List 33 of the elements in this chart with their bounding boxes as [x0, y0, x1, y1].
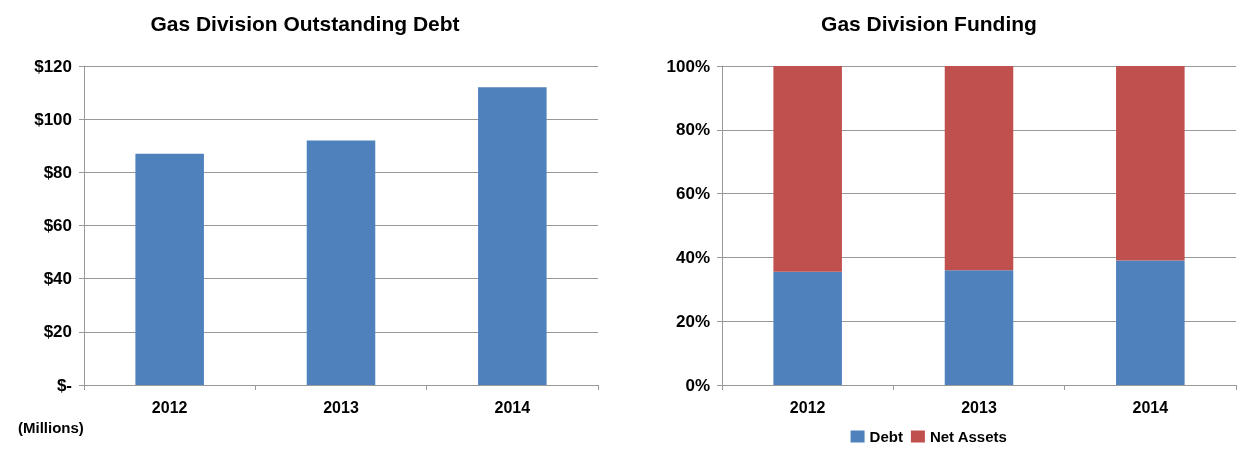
y-tick-label: $120 [34, 56, 72, 76]
x-tick-label: 2012 [789, 398, 826, 416]
x-tick-label: 2012 [151, 398, 188, 416]
text: (Millions) [18, 419, 84, 436]
bar [135, 153, 204, 385]
y-tick-label: $100 [34, 109, 72, 129]
x-tick-label: 2013 [961, 398, 997, 416]
bar [478, 87, 547, 385]
y-tick-label: 0% [685, 375, 710, 395]
x-tick-label: 2014 [494, 398, 531, 416]
y-tick-label: 60% [675, 184, 710, 204]
y-tick-label: $60 [43, 216, 72, 235]
bar [773, 66, 842, 272]
y-tick-label: $40 [43, 269, 72, 289]
y-tick-label: 40% [675, 247, 710, 267]
y-tick-label: 100% [666, 56, 710, 76]
x-tick-label: 2013 [323, 398, 359, 416]
y-tick-label: $20 [43, 322, 72, 342]
legend-label: Debt [869, 428, 903, 445]
bar [773, 271, 842, 385]
y-tick-label: 80% [675, 120, 710, 140]
bar [944, 270, 1014, 385]
chart-title: Gas Division Outstanding Debt [150, 12, 460, 35]
y-tick-label: $- [56, 375, 72, 395]
x-tick-label: 2014 [1132, 398, 1169, 416]
bar [944, 66, 1014, 271]
y-tick-label: 20% [675, 311, 710, 331]
y-tick-label: $80 [43, 162, 72, 182]
bar [1116, 66, 1185, 261]
legend-label: Net Assets [929, 428, 1007, 445]
bar [306, 140, 376, 385]
bar [1116, 260, 1185, 385]
chart-title: Gas Division Funding [821, 12, 1037, 35]
